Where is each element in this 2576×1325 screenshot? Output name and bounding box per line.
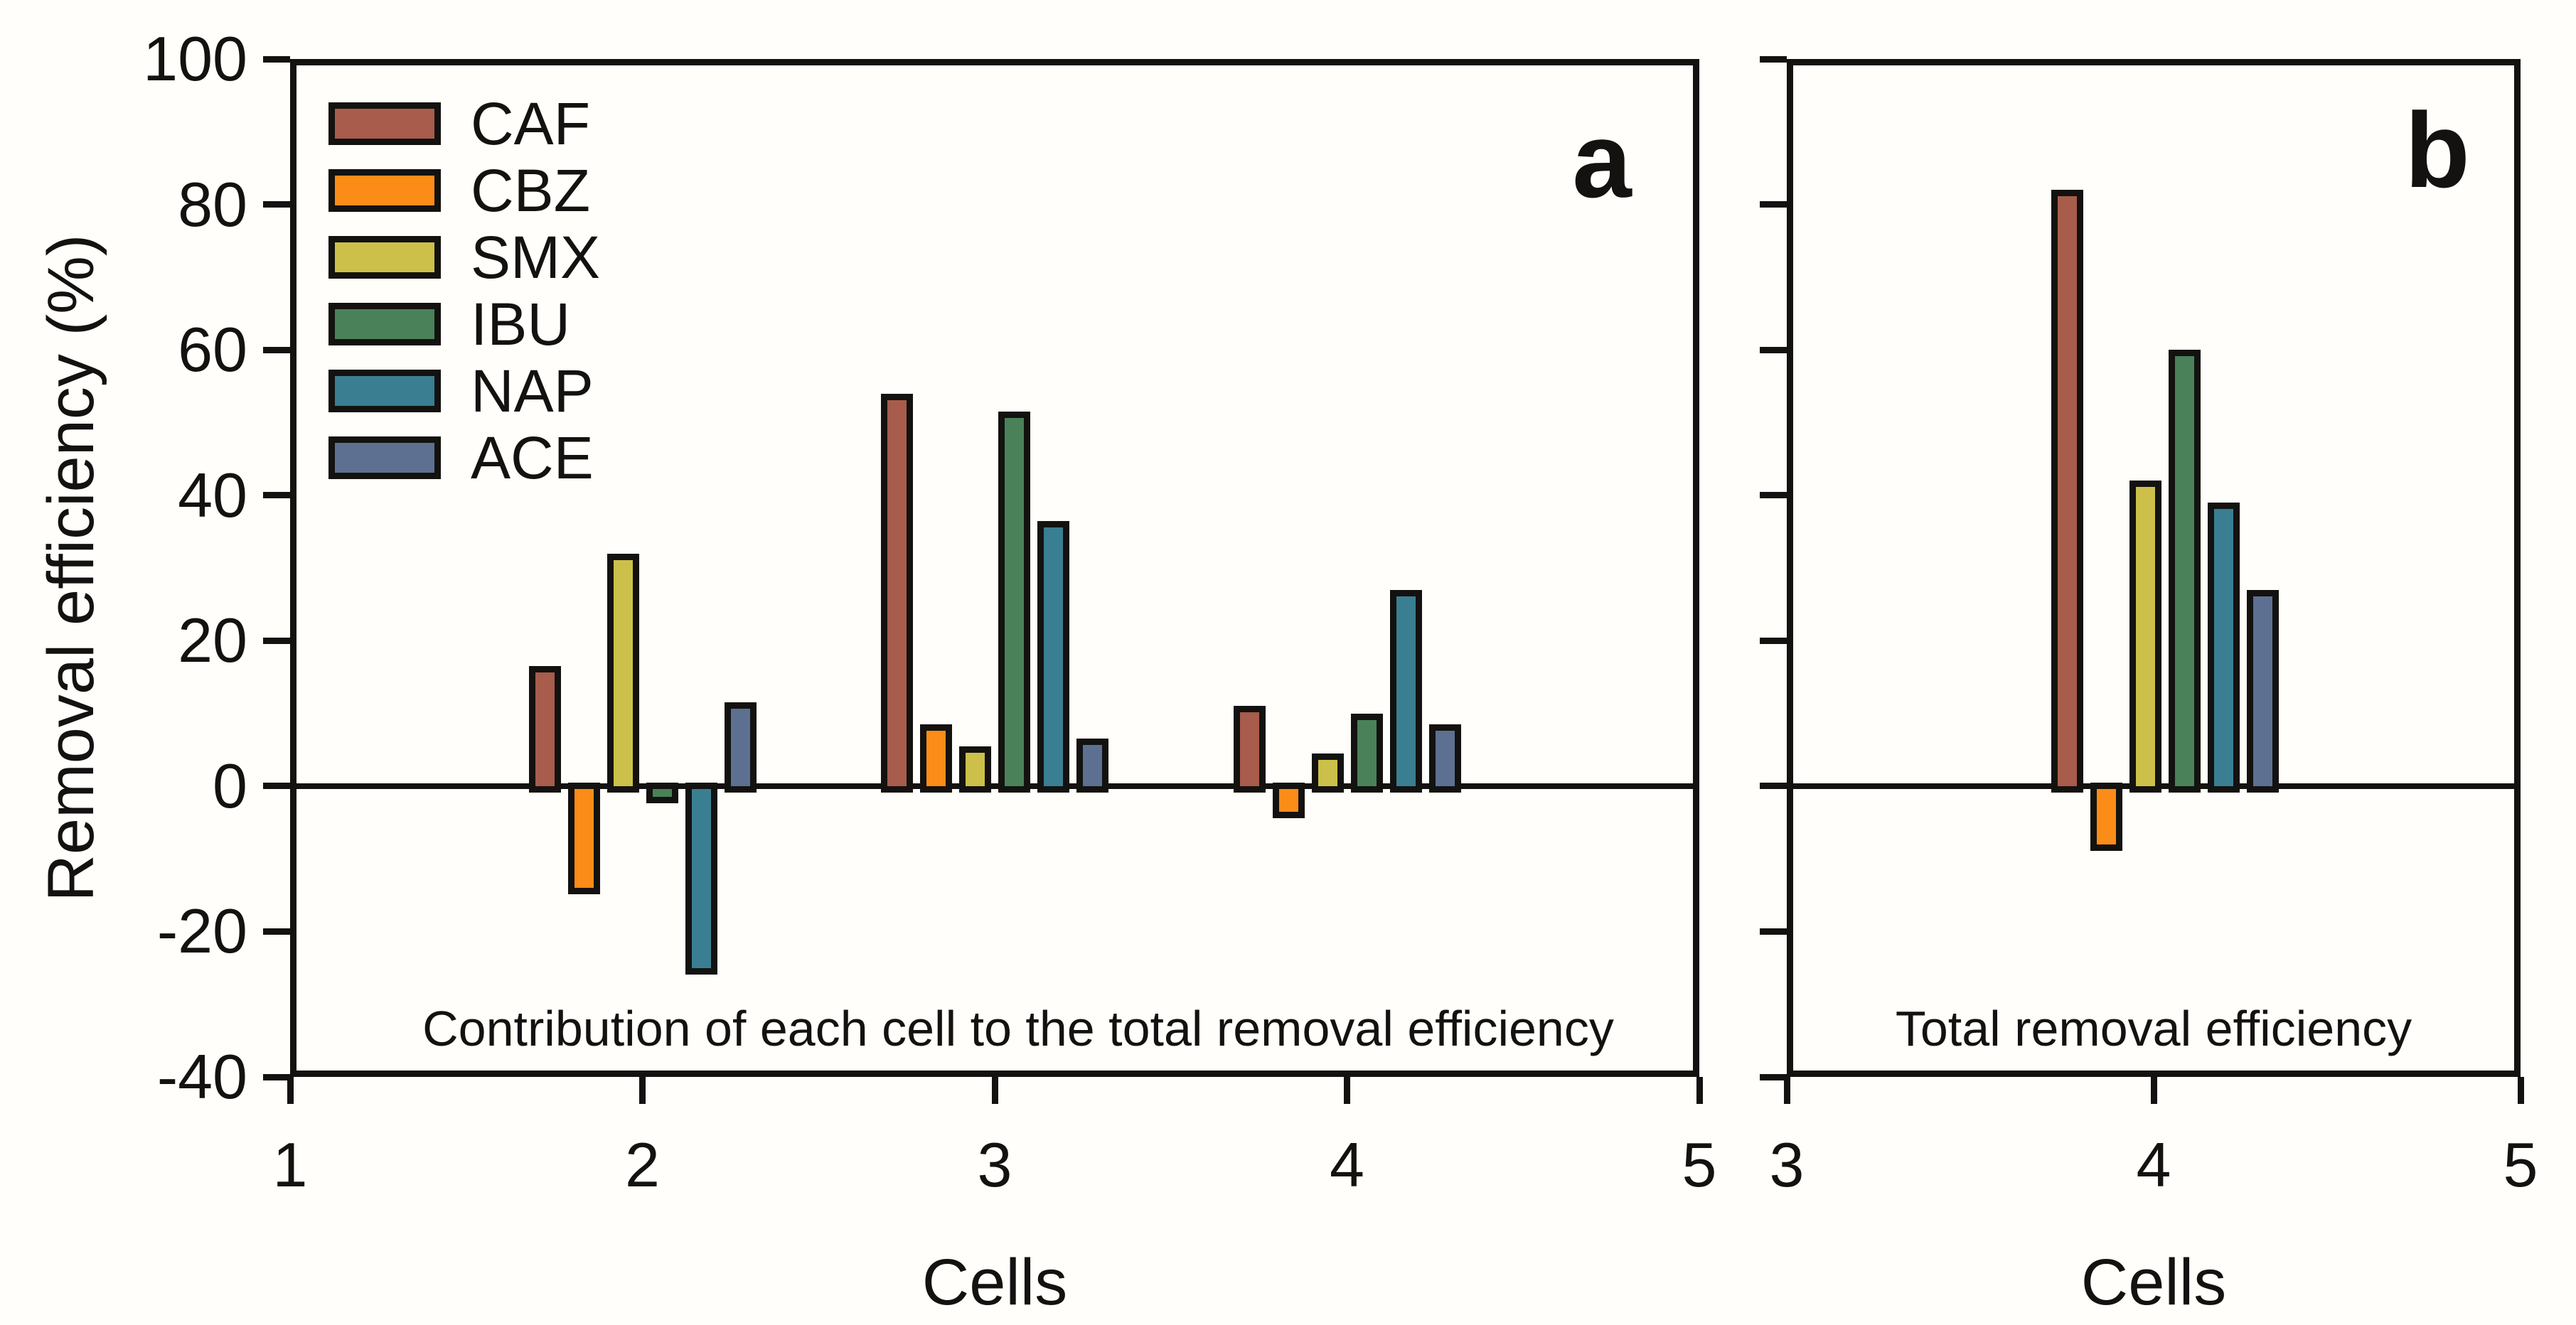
- y-tick-label-100: 100: [143, 23, 247, 94]
- bar-SMX-cell4-panel-a: [1311, 753, 1344, 793]
- legend-label-CBZ: CBZ: [471, 157, 590, 224]
- bar-CBZ-cell3-panel-a: [920, 724, 952, 793]
- x-tick-a-3: [991, 1077, 998, 1104]
- y-tick-label-60: 60: [178, 314, 247, 385]
- y-tick-label-20: 20: [178, 605, 247, 676]
- legend-swatch-IBU: [328, 303, 441, 345]
- x-tick-label-b-4: 4: [2136, 1130, 2171, 1200]
- legend-swatch-CBZ: [328, 169, 441, 212]
- bar-IBU-cell4-panel-b: [2169, 350, 2201, 793]
- panel-b-x-axis-title: Cells: [2080, 1246, 2227, 1319]
- y-tick-40: [263, 492, 290, 499]
- x-tick-label-a-2: 2: [625, 1130, 660, 1200]
- y-tick-80: [263, 201, 290, 208]
- y-tick-label--40: -40: [156, 1041, 247, 1112]
- bar-CAF-cell4-panel-b: [2051, 190, 2083, 793]
- x-tick-label-a-3: 3: [977, 1130, 1012, 1200]
- legend-label-SMX: SMX: [471, 224, 601, 291]
- x-tick-label-a-4: 4: [1330, 1130, 1364, 1200]
- legend-swatch-ACE: [328, 436, 441, 479]
- y-tick-80: [1760, 201, 1787, 208]
- x-tick-label-b-5: 5: [2503, 1130, 2538, 1200]
- bar-NAP-cell2-panel-a: [685, 782, 717, 975]
- x-tick-a-5: [1696, 1077, 1703, 1104]
- legend-label-CAF: CAF: [471, 90, 590, 157]
- bar-CBZ-cell4-panel-a: [1272, 782, 1305, 818]
- panel-a-letter: a: [1572, 100, 1632, 220]
- bar-CAF-cell2-panel-a: [528, 666, 561, 793]
- y-tick-60: [263, 346, 290, 353]
- x-tick-label-a-5: 5: [1682, 1130, 1717, 1200]
- bar-NAP-cell4-panel-b: [2208, 502, 2240, 793]
- y-tick--20: [1760, 928, 1787, 935]
- legend-label-ACE: ACE: [471, 424, 594, 491]
- bar-ACE-cell4-panel-a: [1428, 724, 1461, 793]
- bar-IBU-cell3-panel-a: [998, 412, 1030, 793]
- x-tick-label-b-3: 3: [1769, 1130, 1805, 1200]
- bar-ACE-cell2-panel-a: [724, 702, 757, 793]
- legend-swatch-NAP: [328, 370, 441, 412]
- y-tick--40: [1760, 1073, 1787, 1080]
- y-tick-label-0: 0: [213, 750, 247, 821]
- panel-a-frame: [290, 59, 1699, 1077]
- x-tick-a-2: [639, 1077, 646, 1104]
- bar-NAP-cell3-panel-a: [1037, 520, 1069, 793]
- y-tick-100: [263, 55, 290, 63]
- y-tick--40: [263, 1073, 290, 1080]
- x-tick-b-5: [2517, 1077, 2524, 1104]
- legend-label-IBU: IBU: [471, 291, 571, 358]
- bar-ACE-cell3-panel-a: [1076, 739, 1108, 793]
- y-tick-60: [1760, 346, 1787, 353]
- x-tick-b-4: [2150, 1077, 2157, 1104]
- panel-b-letter: b: [2405, 90, 2470, 210]
- bar-ACE-cell4-panel-b: [2247, 589, 2279, 793]
- y-tick--20: [263, 928, 290, 935]
- x-tick-a-4: [1344, 1077, 1350, 1104]
- y-tick-0: [1760, 783, 1787, 790]
- y-tick-40: [1760, 492, 1787, 499]
- x-tick-b-3: [1783, 1077, 1790, 1104]
- legend-swatch-SMX: [328, 236, 441, 279]
- bar-SMX-cell3-panel-a: [959, 746, 991, 793]
- panel-a-caption: Contribution of each cell to the total r…: [422, 1001, 1614, 1056]
- bar-SMX-cell4-panel-b: [2129, 481, 2161, 793]
- bar-NAP-cell4-panel-a: [1389, 589, 1422, 793]
- bar-IBU-cell2-panel-a: [646, 782, 678, 804]
- panel-b-frame: [1787, 59, 2521, 1077]
- legend-label-NAP: NAP: [471, 358, 594, 424]
- y-tick-label-80: 80: [178, 168, 247, 240]
- y-tick-20: [1760, 637, 1787, 644]
- bar-SMX-cell2-panel-a: [606, 553, 639, 793]
- x-tick-a-1: [287, 1077, 294, 1104]
- x-tick-label-a-1: 1: [272, 1130, 308, 1200]
- y-tick-label-40: 40: [178, 459, 247, 530]
- bar-CBZ-cell4-panel-b: [2090, 782, 2122, 851]
- bar-CAF-cell4-panel-a: [1233, 706, 1266, 793]
- bar-IBU-cell4-panel-a: [1350, 713, 1383, 793]
- y-tick-100: [1760, 55, 1787, 63]
- panel-a-x-axis-title: Cells: [921, 1246, 1068, 1319]
- y-tick-20: [263, 637, 290, 644]
- y-tick-label--20: -20: [156, 896, 247, 967]
- panel-a-zero-line: [290, 783, 1699, 789]
- y-tick-0: [263, 783, 290, 790]
- panel-b-caption: Total removal efficiency: [1895, 1001, 2412, 1056]
- bar-CAF-cell3-panel-a: [881, 393, 913, 793]
- bar-CBZ-cell2-panel-a: [567, 782, 600, 895]
- legend-swatch-CAF: [328, 102, 441, 145]
